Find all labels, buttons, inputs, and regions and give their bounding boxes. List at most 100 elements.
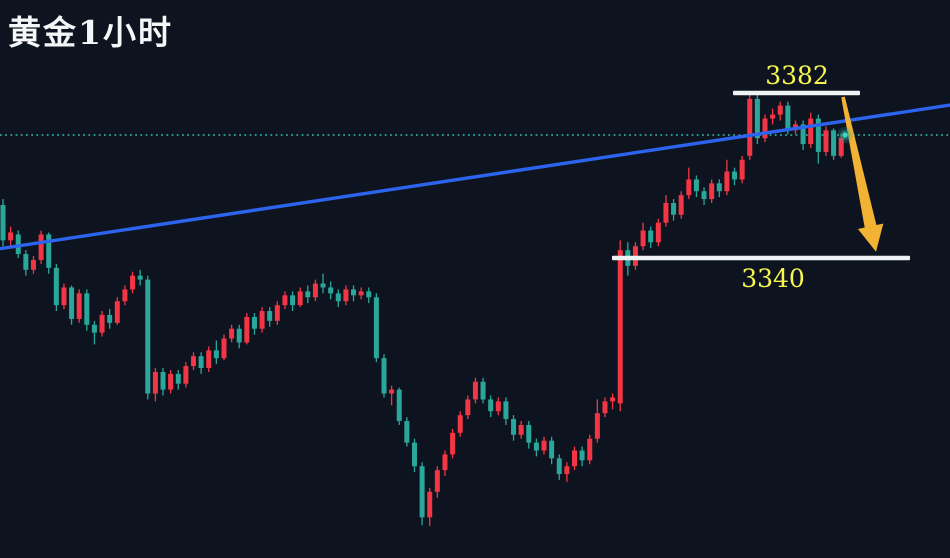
candle-body [213, 350, 219, 359]
candle-body [671, 203, 677, 215]
resistance-line[interactable] [733, 90, 860, 96]
candle-body [191, 356, 196, 367]
candle-body [640, 230, 646, 247]
candle-body [762, 118, 768, 139]
candle-body [198, 356, 204, 368]
candle-body [168, 373, 174, 390]
candle-body [76, 293, 82, 319]
candle-body [465, 399, 471, 416]
candle-body [823, 130, 829, 152]
candle-body [655, 222, 661, 243]
candle-body [747, 98, 753, 156]
chart-title: 黄金1小时 [8, 13, 173, 52]
candle-body [831, 130, 837, 156]
candle-body [244, 316, 250, 343]
candle-body [84, 293, 90, 325]
candle-body [305, 291, 311, 298]
candle-body [503, 401, 509, 420]
candle-body [770, 114, 776, 119]
candle-body [297, 291, 303, 306]
candle-body [290, 295, 296, 306]
candle-body [693, 179, 699, 192]
candle-body [450, 432, 456, 455]
candle-body [0, 204, 6, 241]
candle-body [358, 291, 364, 296]
candle-body [396, 389, 402, 422]
candle-body [442, 454, 448, 471]
candle-body [472, 381, 478, 400]
candle-body [533, 442, 539, 451]
candle-body [160, 371, 166, 390]
candle-body [663, 203, 669, 223]
candle-body [206, 350, 212, 368]
candle-body [427, 491, 433, 518]
candle-body [366, 291, 372, 298]
candle-body [351, 289, 357, 296]
candle-body [107, 314, 113, 323]
last-price-marker [837, 127, 853, 144]
candle-body [259, 311, 265, 329]
resistance-label: 3382 [765, 61, 829, 90]
candle-body [267, 311, 273, 321]
candle-body [785, 105, 791, 131]
candle-body [312, 283, 318, 298]
candle-body [229, 328, 235, 339]
candle-body [122, 289, 128, 302]
support-label: 3340 [741, 264, 805, 293]
candle-body [38, 234, 44, 260]
candle-body [511, 419, 517, 435]
candle-body [648, 230, 654, 243]
candle-body [61, 287, 67, 306]
candle-body [838, 138, 844, 156]
candle-body [411, 442, 417, 467]
candle-body [114, 301, 120, 323]
candle-body [404, 421, 410, 443]
candle-body [480, 381, 486, 400]
candle-body [274, 305, 280, 321]
candle-body [183, 366, 189, 384]
candle-body [800, 124, 806, 145]
candle-body [556, 458, 562, 475]
candle-body [549, 440, 555, 459]
candle-body [716, 183, 722, 192]
candle-body [739, 159, 745, 180]
candle-body [152, 371, 158, 394]
candle-body [46, 234, 52, 268]
candle-body [564, 466, 570, 475]
trendline[interactable] [0, 103, 950, 251]
candle-body [495, 401, 501, 412]
candle-body [221, 338, 227, 359]
candle-body [617, 250, 623, 404]
candle-body [69, 287, 75, 319]
candle-body [137, 275, 143, 280]
candle-body [381, 358, 387, 394]
candle-body [602, 401, 608, 414]
candle-body [8, 232, 14, 241]
candle-body [518, 424, 524, 435]
candle-body [754, 98, 760, 139]
candle-body [815, 118, 821, 152]
candle-body [701, 191, 707, 200]
candle-body [808, 118, 814, 145]
candle-body [130, 275, 136, 290]
candle-body [457, 415, 463, 433]
down-arrow-annotation [841, 96, 884, 252]
candle-body [335, 293, 341, 302]
candle-body [320, 283, 326, 288]
candle-body [175, 373, 181, 384]
candle-body [724, 171, 730, 192]
candle-body [251, 316, 257, 329]
candle-body [579, 450, 585, 461]
candle-body [594, 413, 600, 439]
candle-body [343, 289, 349, 302]
support-line[interactable] [612, 255, 910, 261]
candle-body [686, 179, 692, 196]
candle-body [488, 399, 494, 412]
candle-body [91, 324, 97, 333]
candle-body [282, 295, 288, 306]
candle-body [709, 183, 715, 200]
candle-body [678, 195, 684, 215]
candle-body [777, 105, 783, 115]
